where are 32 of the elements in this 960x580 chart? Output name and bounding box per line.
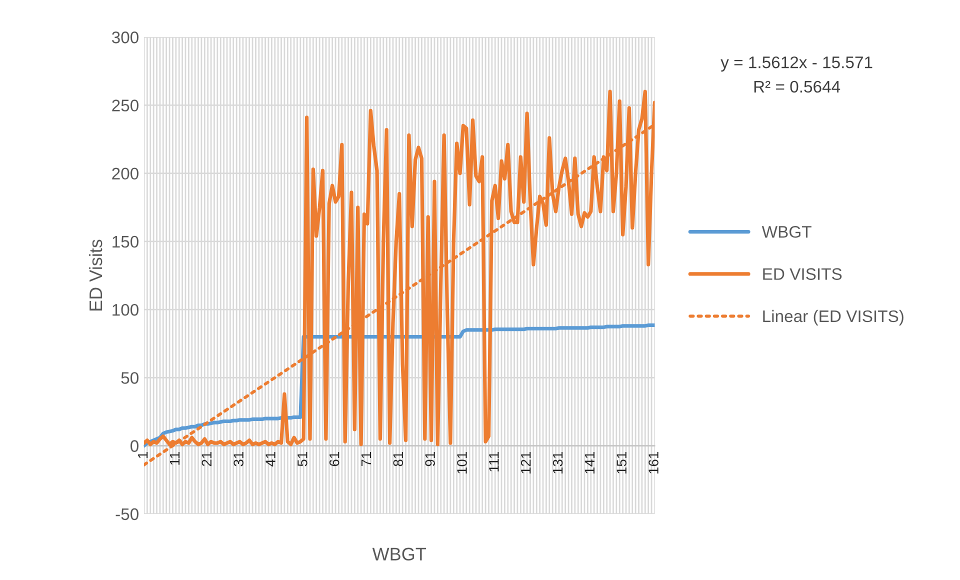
x-tick-label: 21 xyxy=(202,452,212,466)
y-axis-title: ED Visits xyxy=(88,240,102,310)
x-tick-label: 41 xyxy=(266,452,276,466)
x-tick-label: 11 xyxy=(170,452,180,465)
legend-label: ED VISITS xyxy=(763,268,842,280)
x-tick-label: 141 xyxy=(584,452,594,474)
x-tick-label: 1 xyxy=(138,452,148,458)
y-tick-label: 150 xyxy=(112,236,138,248)
y-tick-label: 50 xyxy=(121,372,138,384)
legend-label: Linear (ED VISITS) xyxy=(763,310,904,326)
text: R² = 0.5644 xyxy=(754,80,840,93)
x-tick-label: 111 xyxy=(489,452,499,472)
y-tick-label: 300 xyxy=(112,32,138,44)
text: y = 1.5612x - 15.571 xyxy=(720,56,872,72)
x-axis-title: WBGT xyxy=(372,548,426,561)
x-tick-label: 121 xyxy=(520,452,531,474)
x-tick-label: 81 xyxy=(393,452,404,466)
y-tick-label: 0 xyxy=(130,440,138,452)
legend-label: WBGT xyxy=(762,226,812,238)
y-tick-label: -50 xyxy=(116,508,138,520)
y-tick-label: 100 xyxy=(112,304,138,316)
y-tick-label: 200 xyxy=(112,168,138,180)
x-tick-label: 61 xyxy=(329,452,340,466)
x-tick-label: 161 xyxy=(648,452,658,474)
x-tick-label: 91 xyxy=(425,452,436,466)
x-tick-label: 151 xyxy=(616,452,627,474)
x-tick-label: 131 xyxy=(552,452,563,474)
x-tick-label: 101 xyxy=(457,452,467,474)
y-tick-label: 250 xyxy=(112,100,138,112)
x-tick-label: 71 xyxy=(361,452,372,466)
x-tick-label: 31 xyxy=(234,452,244,466)
x-tick-label: 51 xyxy=(298,452,308,466)
